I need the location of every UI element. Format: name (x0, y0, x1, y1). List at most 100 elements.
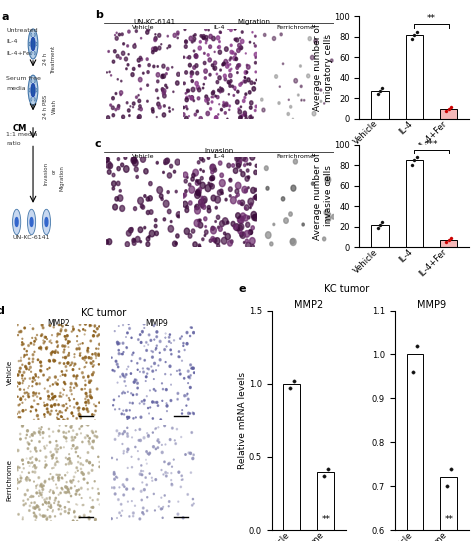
Point (410, 156, 418, 164)
Text: MMP9: MMP9 (146, 319, 168, 328)
Circle shape (31, 51, 32, 55)
Text: e: e (238, 284, 246, 294)
Text: Untreated: Untreated (6, 28, 38, 33)
Y-axis label: Relative mRNA levels: Relative mRNA levels (238, 372, 247, 469)
Text: **: ** (427, 15, 436, 23)
Text: Invasion: Invasion (44, 162, 48, 185)
Text: ratio: ratio (6, 141, 21, 146)
Text: or: or (52, 168, 56, 174)
Circle shape (36, 42, 37, 46)
Bar (440, 109, 457, 119)
Text: Migration: Migration (237, 19, 270, 25)
Text: IL-4: IL-4 (213, 25, 225, 30)
Circle shape (30, 217, 33, 227)
Bar (406, 160, 423, 247)
Text: 24 h: 24 h (44, 53, 48, 65)
Point (376, 87, 384, 96)
Text: UN-KC-6141: UN-KC-6141 (134, 19, 176, 25)
Text: **: ** (321, 514, 330, 524)
Circle shape (31, 37, 35, 51)
Point (410, 30, 418, 39)
Bar (440, 240, 457, 247)
Point (408, 161, 416, 169)
Point (379, 84, 386, 93)
Circle shape (31, 83, 35, 97)
Point (290, 377, 298, 385)
Text: d: d (0, 306, 5, 316)
Bar (440, 478, 457, 530)
Text: 24 h PBS: 24 h PBS (44, 94, 48, 118)
Circle shape (42, 209, 51, 235)
Text: Ferrichrome: Ferrichrome (276, 25, 314, 30)
Text: Vehicle: Vehicle (7, 359, 13, 385)
Bar (406, 35, 423, 119)
Text: KC tumor: KC tumor (81, 308, 126, 318)
Point (442, 238, 450, 247)
Circle shape (34, 51, 35, 55)
Y-axis label: Average number of
migratory cells: Average number of migratory cells (313, 24, 332, 111)
Text: Ferrichrome: Ferrichrome (276, 154, 314, 159)
Text: IL-4: IL-4 (6, 39, 18, 44)
Point (324, 464, 332, 473)
Bar (318, 472, 334, 530)
Text: IL-4: IL-4 (213, 154, 225, 159)
Text: KC tumor: KC tumor (324, 284, 369, 294)
Text: CM: CM (12, 124, 27, 133)
Circle shape (31, 97, 32, 101)
Point (409, 368, 417, 377)
Point (447, 102, 455, 111)
Point (413, 341, 421, 350)
Circle shape (45, 217, 48, 227)
Text: a: a (1, 11, 9, 22)
Text: Invasion: Invasion (205, 148, 234, 154)
Circle shape (27, 209, 36, 235)
Circle shape (34, 97, 35, 101)
Point (447, 234, 455, 242)
Point (286, 384, 294, 392)
Point (320, 472, 328, 480)
Text: 1:1 media: 1:1 media (6, 132, 38, 137)
Point (445, 104, 453, 113)
Point (445, 236, 453, 245)
Point (374, 90, 382, 98)
Text: Wash: Wash (52, 99, 56, 114)
Y-axis label: Average number of
invasive cells: Average number of invasive cells (313, 153, 332, 240)
Text: media: media (6, 85, 26, 90)
Text: b: b (95, 10, 103, 20)
Text: IL-4+Fer: IL-4+Fer (6, 51, 33, 56)
Circle shape (28, 75, 38, 105)
Point (413, 27, 420, 36)
Circle shape (29, 88, 30, 92)
Text: Serum free: Serum free (6, 76, 41, 81)
Bar (407, 354, 423, 530)
Circle shape (15, 217, 18, 227)
Text: **: ** (445, 514, 454, 524)
Title: MMP2: MMP2 (294, 300, 324, 310)
Text: Migration: Migration (60, 165, 65, 191)
Point (376, 221, 384, 229)
Text: Vehicle: Vehicle (132, 25, 155, 30)
Title: MMP9: MMP9 (418, 300, 447, 310)
Text: Ferrichrome: Ferrichrome (7, 459, 13, 500)
Circle shape (34, 33, 35, 37)
Point (408, 35, 416, 43)
Circle shape (12, 209, 21, 235)
Bar (372, 225, 389, 247)
Text: Vehicle: Vehicle (132, 154, 155, 159)
Text: MMP2: MMP2 (47, 319, 69, 328)
Text: ***: *** (425, 140, 438, 149)
Text: Treatment: Treatment (51, 46, 56, 74)
Point (413, 153, 420, 161)
Point (374, 223, 382, 232)
Bar (372, 91, 389, 119)
Circle shape (31, 33, 32, 37)
Text: UN-KC-6141: UN-KC-6141 (13, 235, 50, 241)
Point (379, 217, 386, 226)
Point (442, 107, 450, 115)
Circle shape (36, 88, 37, 92)
Circle shape (31, 80, 32, 83)
Circle shape (29, 42, 30, 46)
Circle shape (34, 80, 35, 83)
Point (443, 482, 451, 491)
Circle shape (28, 29, 38, 59)
